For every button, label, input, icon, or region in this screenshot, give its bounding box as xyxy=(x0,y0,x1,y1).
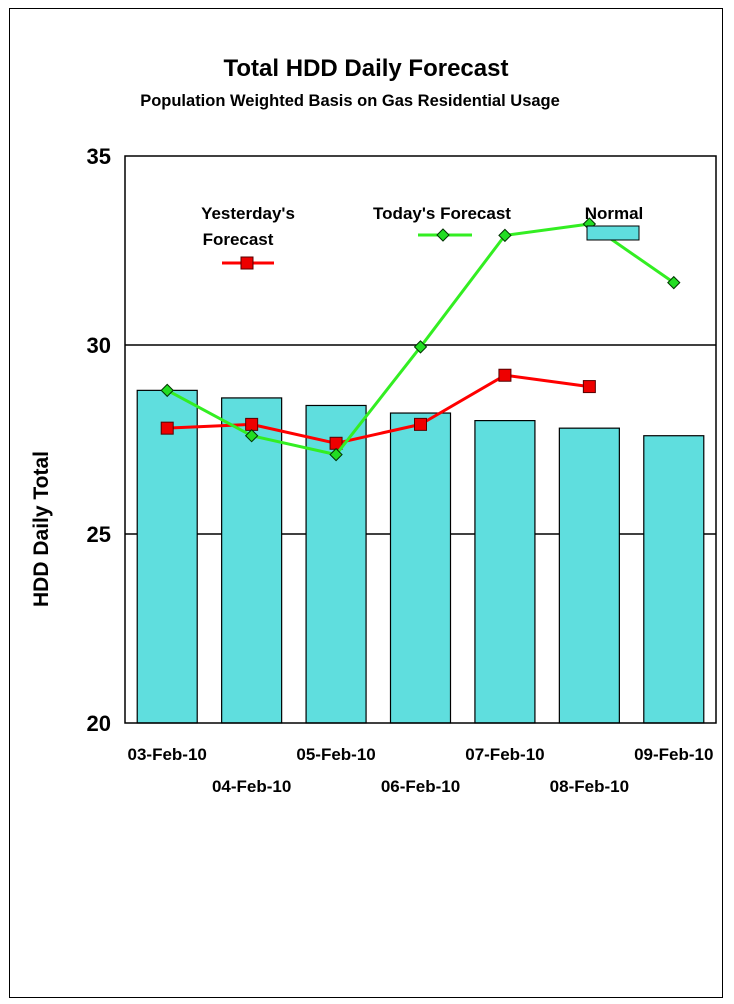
normal-bar xyxy=(136,389,198,724)
legend-today-marker xyxy=(436,228,450,242)
normal-bar xyxy=(389,412,452,724)
today-forecast-marker xyxy=(329,447,343,462)
x-tick-label: 06-Feb-10 xyxy=(381,777,460,796)
legend: Yesterday's Forecast Today's Forecast No… xyxy=(201,204,644,270)
legend-normal-label: Normal xyxy=(585,204,644,223)
y-tick-label: 20 xyxy=(87,711,111,736)
legend-yesterday-label-line2: Forecast xyxy=(203,230,274,249)
plot-area-border xyxy=(124,155,717,724)
legend-normal-swatch xyxy=(586,225,640,241)
x-tick-labels: 03-Feb-10 04-Feb-10 05-Feb-10 06-Feb-10 07-F… xyxy=(128,745,714,796)
legend-yesterday-marker xyxy=(240,256,254,270)
chart-subtitle: Population Weighted Basis on Gas Residen… xyxy=(140,92,560,110)
normal-bars xyxy=(136,389,705,724)
y-tick-label: 30 xyxy=(87,333,111,358)
normal-bar xyxy=(558,427,620,724)
normal-bar xyxy=(474,420,536,724)
today-forecast-marker xyxy=(498,228,512,243)
forecast-lines xyxy=(160,217,681,462)
x-tick-label: 05-Feb-10 xyxy=(296,745,375,764)
yesterday-forecast-marker xyxy=(498,368,512,382)
chart-svg: Total HDD Daily Forecast Population Weig… xyxy=(30,55,717,796)
y-tick-label: 35 xyxy=(87,144,111,169)
x-tick-label: 08-Feb-10 xyxy=(550,777,629,796)
x-tick-label: 04-Feb-10 xyxy=(212,777,291,796)
y-tick-labels: 20 25 30 35 xyxy=(87,144,111,736)
x-tick-label: 03-Feb-10 xyxy=(128,745,207,764)
today-forecast-marker xyxy=(244,429,259,443)
today-forecast-marker xyxy=(413,340,428,354)
y-axis-label: HDD Daily Total xyxy=(30,451,53,607)
yesterday-forecast-marker xyxy=(245,417,259,431)
x-tick-label: 07-Feb-10 xyxy=(465,745,544,764)
yesterday-forecast-marker xyxy=(160,421,174,435)
legend-today-label: Today's Forecast xyxy=(373,204,511,223)
chart-frame: Total HDD Daily Forecast Population Weig… xyxy=(9,8,723,998)
normal-bar xyxy=(221,397,283,724)
x-tick-label: 09-Feb-10 xyxy=(634,745,713,764)
today-forecast-marker xyxy=(667,275,681,290)
normal-bar xyxy=(643,435,705,724)
yesterday-forecast-marker xyxy=(582,380,596,394)
y-tick-label: 25 xyxy=(87,522,111,547)
today-forecast-marker xyxy=(160,383,174,398)
yesterday-forecast-marker xyxy=(414,417,427,431)
chart-title: Total HDD Daily Forecast xyxy=(224,55,509,82)
legend-yesterday-label-line1: Yesterday's xyxy=(201,204,295,223)
yesterday-forecast-line xyxy=(167,373,590,445)
